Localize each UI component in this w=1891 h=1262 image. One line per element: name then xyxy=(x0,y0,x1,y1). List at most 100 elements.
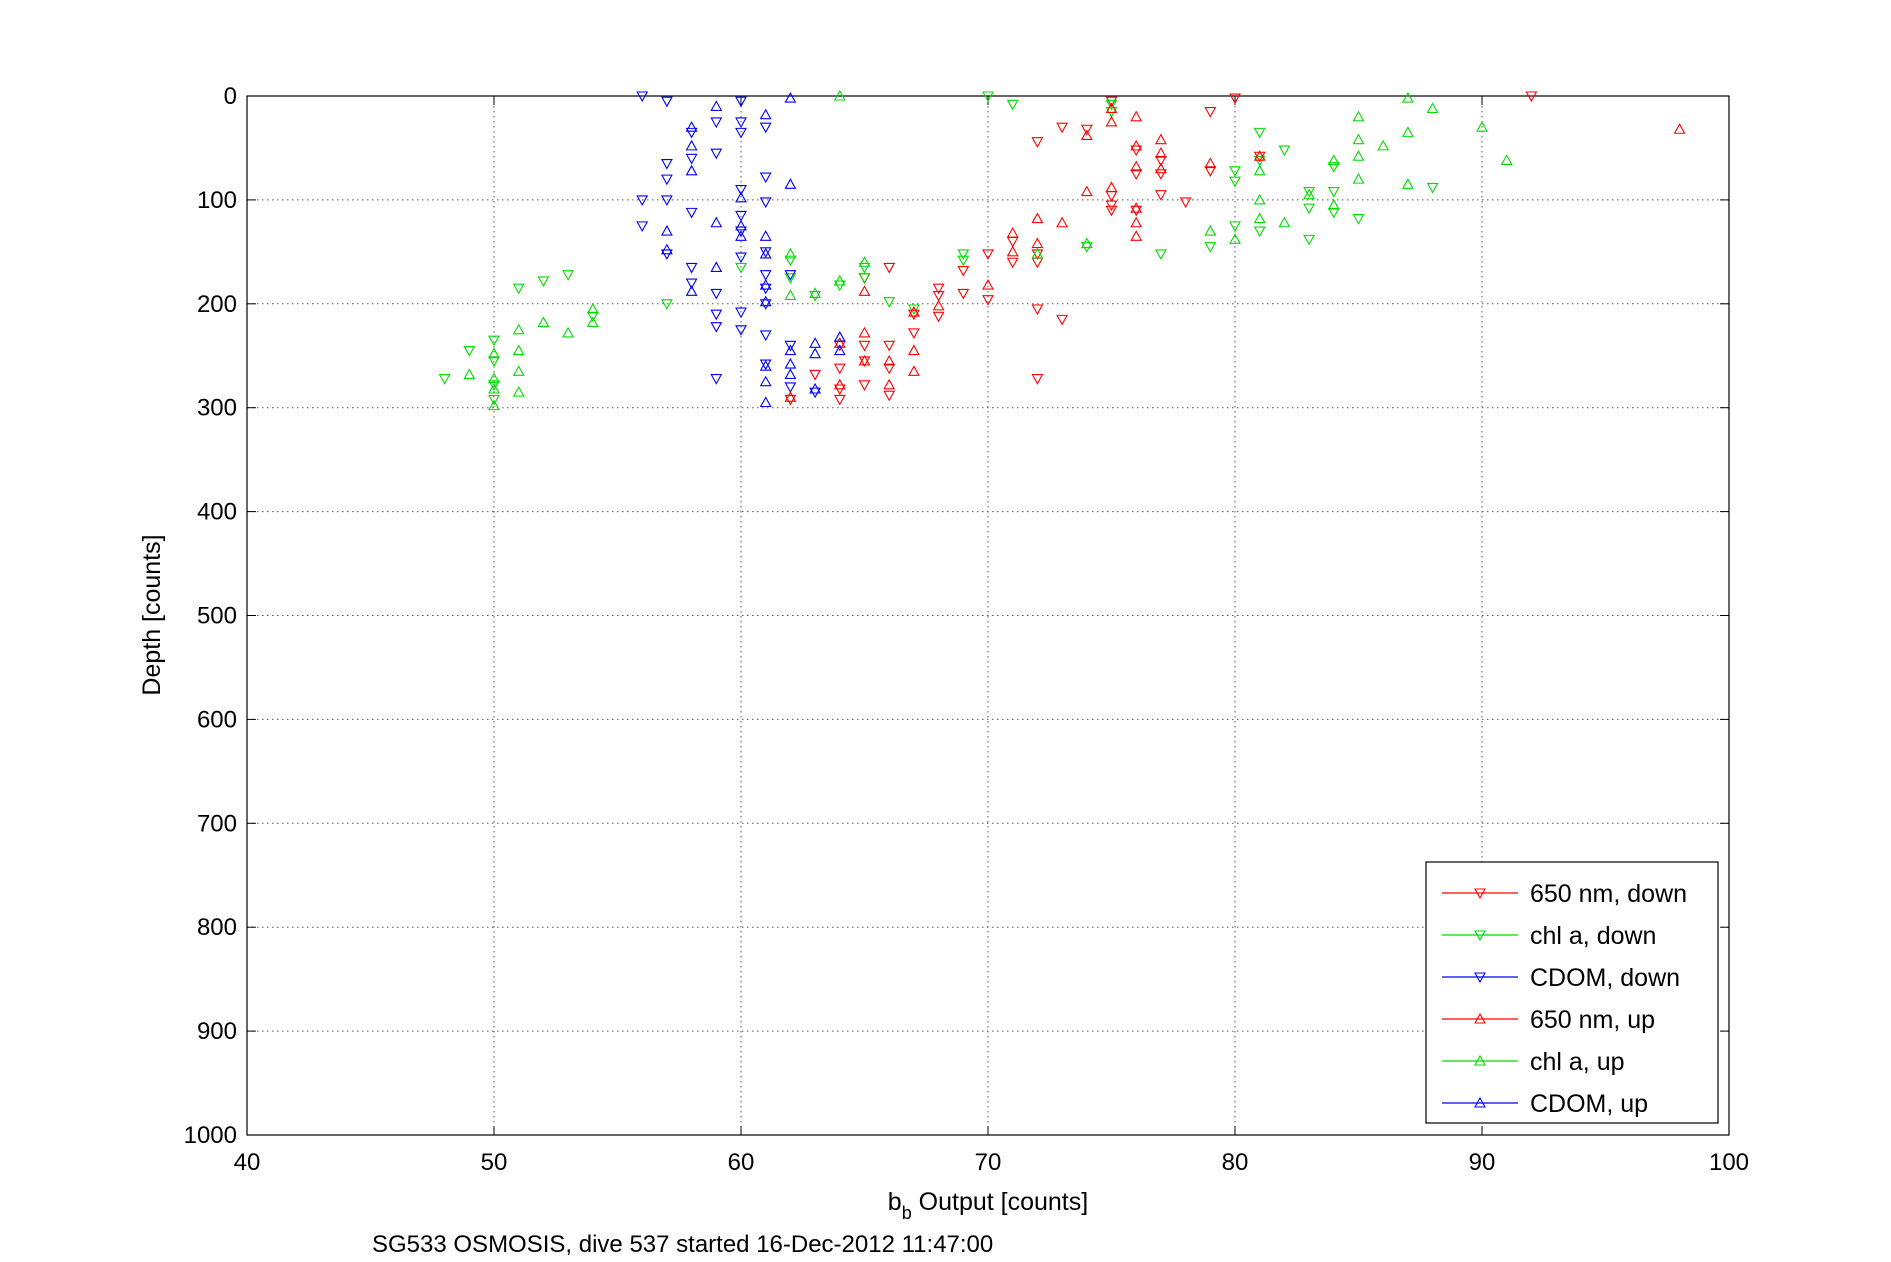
data-point xyxy=(833,344,846,356)
data-point xyxy=(1154,169,1167,181)
data-point xyxy=(759,278,772,290)
x-tick-label: 100 xyxy=(1709,1149,1749,1176)
data-point xyxy=(1130,145,1143,157)
data-point xyxy=(883,297,896,308)
data-point xyxy=(1080,124,1093,136)
data-point xyxy=(784,91,797,103)
data-point xyxy=(1229,176,1241,188)
data-point xyxy=(833,274,846,286)
data-point xyxy=(1253,155,1266,167)
data-point xyxy=(1031,247,1044,259)
data-point xyxy=(809,369,822,381)
data-point xyxy=(660,195,673,207)
data-point xyxy=(710,117,723,129)
data-point xyxy=(809,382,822,394)
data-point xyxy=(1352,150,1365,161)
data-point xyxy=(1253,212,1266,224)
data-point xyxy=(1154,190,1167,201)
data-point xyxy=(784,289,797,301)
data-point xyxy=(932,299,945,311)
data-point xyxy=(833,280,846,292)
data-point xyxy=(1130,202,1143,213)
data-point xyxy=(1278,145,1291,157)
data-point xyxy=(537,276,550,288)
data-point xyxy=(1130,230,1143,241)
legend-marker xyxy=(1474,1096,1486,1108)
x-tick-label: 70 xyxy=(975,1149,1002,1176)
data-point xyxy=(1154,162,1167,174)
data-point xyxy=(710,100,723,111)
legend-marker xyxy=(1474,972,1486,984)
y-tick-label: 900 xyxy=(197,1018,237,1045)
data-point xyxy=(1204,224,1217,236)
data-point xyxy=(1401,126,1414,137)
y-tick-label: 800 xyxy=(197,914,237,941)
axis-ticks: 40 50 60 70 80 90 1000100200300400500600700800… xyxy=(184,83,1749,1176)
data-point xyxy=(1105,99,1118,111)
data-point xyxy=(1253,226,1266,238)
data-point xyxy=(735,127,747,139)
data-point xyxy=(636,195,649,207)
data-point xyxy=(1401,178,1414,189)
data-point xyxy=(735,210,747,222)
data-point xyxy=(907,328,920,340)
legend-item: chl a, up xyxy=(1442,1048,1625,1076)
data-point xyxy=(907,344,920,356)
legend-box xyxy=(1425,861,1719,1124)
data-point xyxy=(1253,150,1266,161)
data-point xyxy=(710,374,723,385)
data-point xyxy=(685,207,698,219)
data-point xyxy=(586,316,599,328)
data-point xyxy=(858,326,871,338)
data-point xyxy=(1130,160,1143,172)
data-point xyxy=(833,330,846,342)
data-point xyxy=(1130,216,1143,228)
data-point xyxy=(1056,314,1069,326)
data-point xyxy=(1006,257,1019,269)
data-point xyxy=(1204,242,1217,253)
data-point xyxy=(759,299,772,310)
data-point xyxy=(735,262,747,274)
data-point xyxy=(1476,121,1488,132)
data-point xyxy=(1031,137,1044,148)
data-point xyxy=(1352,133,1365,145)
data-point xyxy=(759,375,772,387)
legend-item: CDOM, down xyxy=(1442,964,1680,992)
data-point xyxy=(1253,164,1266,176)
data-point xyxy=(685,127,698,139)
series-0-points xyxy=(784,91,1538,406)
data-point xyxy=(1327,154,1340,165)
data-point xyxy=(488,380,500,391)
data-point xyxy=(636,221,649,233)
data-point xyxy=(833,384,846,396)
data-point xyxy=(809,287,822,298)
legend-marker xyxy=(1474,1012,1486,1024)
data-point xyxy=(685,278,698,290)
data-point xyxy=(784,368,797,380)
data-point xyxy=(1303,188,1316,200)
legend: 650 nm, down chl a, down CDOM, down 650 nm,… xyxy=(1425,861,1719,1124)
data-point xyxy=(883,340,896,352)
y-axis-label: Depth [counts] xyxy=(138,534,166,695)
y-tick-label: 1000 xyxy=(184,1122,237,1149)
data-point xyxy=(858,340,871,352)
data-point xyxy=(1278,216,1291,228)
data-point xyxy=(1080,129,1093,141)
data-point xyxy=(907,304,920,316)
data-point xyxy=(932,311,945,323)
data-point xyxy=(858,262,871,274)
data-point xyxy=(1327,207,1340,219)
series-3-points xyxy=(784,102,1686,402)
data-point xyxy=(1031,237,1044,249)
data-point xyxy=(759,172,772,184)
data-point xyxy=(512,365,525,376)
data-point xyxy=(735,96,747,108)
data-point xyxy=(1327,198,1340,210)
data-point xyxy=(685,121,698,132)
data-point xyxy=(586,302,599,314)
data-point xyxy=(735,184,747,196)
data-point xyxy=(784,255,797,267)
data-point xyxy=(685,139,698,151)
data-point xyxy=(907,305,920,317)
data-point xyxy=(858,380,871,391)
